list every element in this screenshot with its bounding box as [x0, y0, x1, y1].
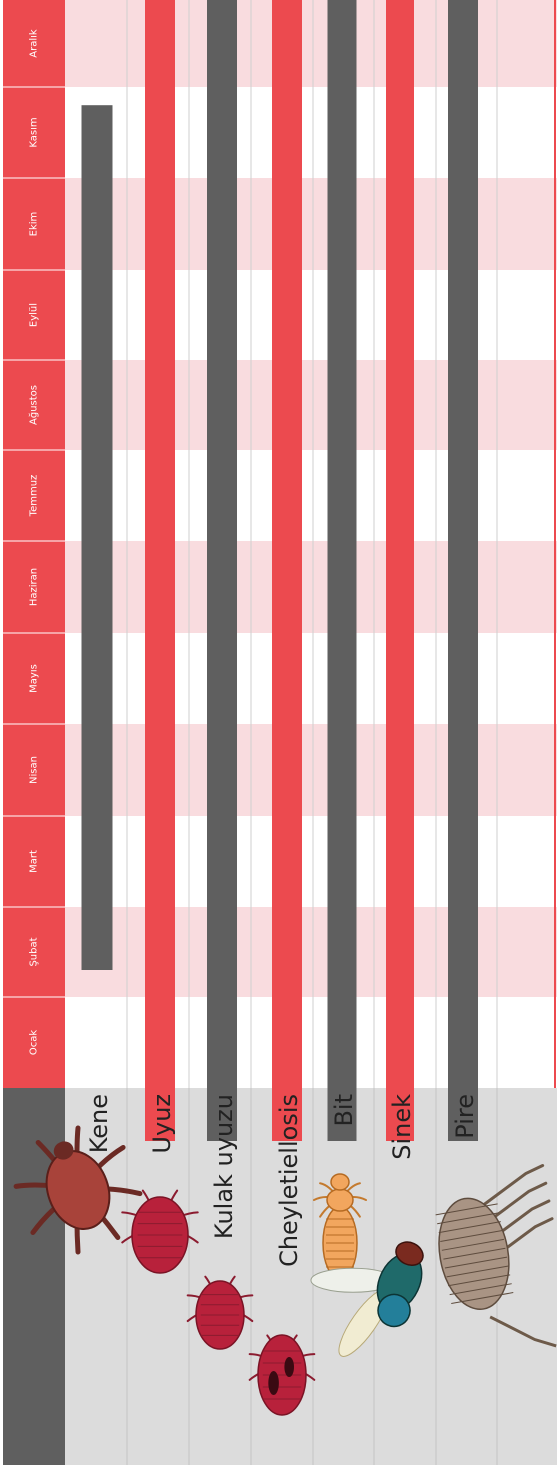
season-bars [81, 0, 478, 1141]
season-bar-2 [145, 0, 175, 1141]
month-band [65, 724, 557, 816]
month-label-9: Eylül [29, 303, 40, 327]
parasite-icons [13, 1125, 557, 1416]
month-label-6: Haziran [29, 568, 40, 606]
month-band [65, 360, 557, 450]
parasite-label-4: Cheyletiellosis [275, 1094, 303, 1267]
mite-spot [284, 1357, 294, 1377]
season-bar-1 [81, 105, 113, 970]
parasite-label-1: Kene [85, 1094, 113, 1153]
month-label-2: Şubat [29, 937, 40, 966]
parasite-label-7: Pire [451, 1094, 479, 1139]
month-band [65, 0, 557, 87]
parasite-labels: Kene Uyuz Kulak uyuzu Cheyletiellosis Bit Sin… [85, 1094, 479, 1267]
flea-segment [437, 1212, 500, 1225]
parasite-label-5: Bit [330, 1094, 358, 1127]
flea-segment [440, 1230, 503, 1242]
flea-segment [451, 1292, 514, 1304]
fly-abdomen [377, 1293, 411, 1328]
month-label-11: Kasım [29, 117, 40, 147]
flea-segment [443, 1247, 506, 1260]
month-header: Ocak Şubat Mart Nisan Mayıs Haziran Temmuz Ağus… [3, 0, 65, 1088]
flea-segment [435, 1203, 498, 1216]
month-band [65, 541, 557, 633]
panel-corner [3, 1088, 65, 1465]
flea-segment [441, 1238, 504, 1251]
flea-segment [448, 1274, 511, 1287]
flea-leg [479, 1164, 545, 1209]
tick-icon [13, 1125, 143, 1255]
louse-thorax [326, 1188, 354, 1212]
month-label-1: Ocak [29, 1030, 40, 1055]
month-band [65, 907, 557, 997]
flea-segment [446, 1265, 509, 1278]
mite-icon [186, 1275, 254, 1350]
louse-icon [313, 1173, 367, 1280]
fly-icon [310, 1241, 424, 1357]
parasite-label-2: Uyuz [148, 1094, 176, 1154]
flea-leg [489, 1315, 557, 1348]
month-label-3: Mart [29, 850, 40, 873]
louse-head [330, 1173, 350, 1191]
season-bar-4 [272, 0, 302, 1141]
parasite-label-6: Sinek [388, 1094, 416, 1160]
month-band [65, 178, 557, 270]
month-label-12: Aralık [29, 29, 40, 58]
flea-segment [444, 1256, 508, 1269]
parasite-label-3: Kulak uyuzu [210, 1094, 238, 1239]
mite-icon [121, 1189, 199, 1274]
month-label-7: Temmuz [29, 475, 40, 518]
tick-head [53, 1141, 74, 1160]
season-bar-3 [207, 0, 237, 1141]
month-label-8: Ağustos [28, 385, 40, 425]
month-label-4: Nisan [29, 756, 40, 784]
flea-segment [449, 1283, 512, 1296]
mite-icon [248, 1334, 316, 1416]
season-bar-5 [327, 0, 357, 1141]
season-bar-7 [448, 0, 478, 1141]
mite-spot [268, 1371, 279, 1395]
flea-icon [435, 1164, 557, 1348]
flea-segment [438, 1221, 501, 1234]
month-label-5: Mayıs [29, 664, 40, 693]
season-bar-6 [386, 0, 414, 1141]
month-label-10: Ekim [29, 212, 40, 237]
header-background [3, 0, 65, 1088]
fly-head [395, 1241, 424, 1266]
flea-leg [482, 1181, 548, 1227]
